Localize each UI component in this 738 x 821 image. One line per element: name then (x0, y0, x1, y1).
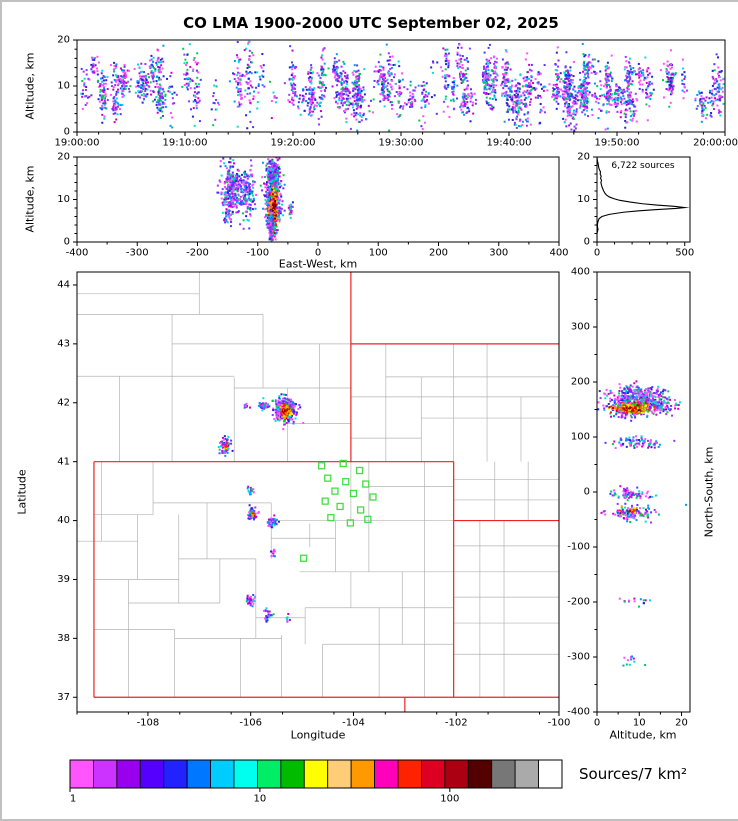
xlabel-longitude: Longitude (290, 728, 346, 742)
histogram-source-count: 6,722 sources (611, 161, 675, 171)
xlabel-east-west: East-West, km (278, 257, 358, 271)
xlabel-altitude-ns: Altitude, km (609, 728, 677, 742)
chart-title: CO LMA 1900-2000 UTC September 02, 2025 (183, 14, 559, 32)
ylabel-altitude-top: Altitude, km (23, 52, 37, 120)
ylabel-latitude: Latitude (15, 469, 29, 515)
ylabel-altitude-row2: Altitude, km (23, 165, 37, 233)
colorbar-label: Sources/7 km² (579, 765, 688, 783)
ylabel-north-south: North-South, km (702, 446, 716, 538)
